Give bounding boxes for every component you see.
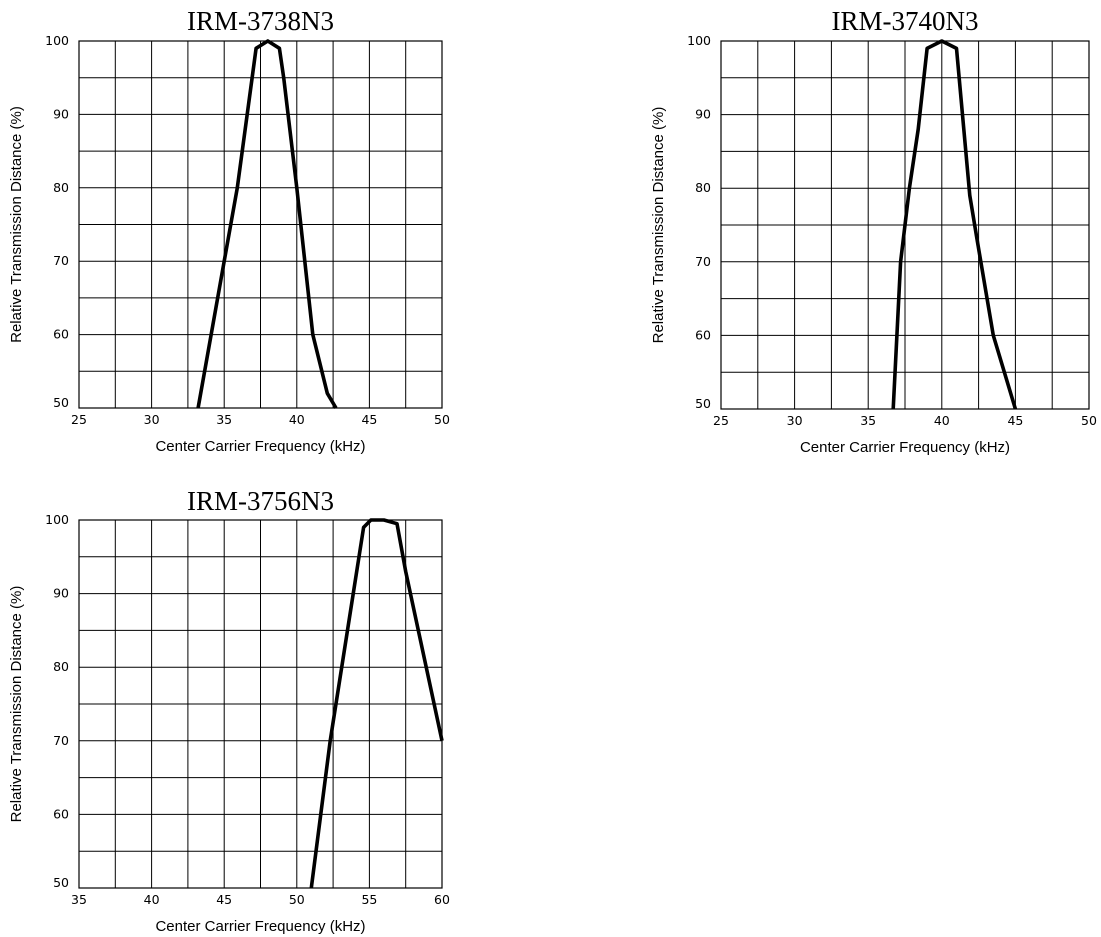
y-tick-label: 60	[53, 806, 69, 821]
plot-frame	[720, 40, 1090, 410]
x-tick-label: 30	[144, 412, 160, 427]
chart-title: IRM-3756N3	[187, 486, 334, 516]
y-tick-label: 80	[695, 180, 711, 195]
chart-title: IRM-3738N3	[187, 6, 334, 36]
y-tick-label: 50	[695, 396, 711, 411]
y-tick-label: 100	[687, 33, 711, 48]
y-tick-label: 90	[53, 106, 69, 121]
x-tick-label: 25	[71, 412, 87, 427]
y-axis-label: Relative Transmission Distance (%)	[8, 586, 25, 823]
y-tick-label: 50	[53, 875, 69, 890]
grid	[79, 520, 442, 888]
chart-title: IRM-3740N3	[832, 6, 979, 36]
y-tick-label: 70	[53, 733, 69, 748]
x-tick-label: 45	[1007, 413, 1023, 428]
y-tick-label: 70	[53, 253, 69, 268]
y-tick-label: 80	[53, 180, 69, 195]
series-line	[196, 39, 338, 409]
plot-frame	[78, 40, 443, 409]
y-tick-label: 70	[695, 254, 711, 269]
y-tick-label: 60	[695, 327, 711, 342]
x-tick-label: 55	[361, 892, 377, 907]
series-line	[309, 518, 444, 889]
y-tick-label: 100	[45, 33, 69, 48]
y-axis-label: Relative Transmission Distance (%)	[8, 106, 25, 343]
x-tick-label: 35	[216, 412, 232, 427]
x-tick-label: 35	[860, 413, 876, 428]
x-tick-label: 45	[361, 412, 377, 427]
x-tick-label: 50	[289, 892, 305, 907]
y-tick-label: 100	[45, 512, 69, 527]
y-tick-label: 80	[53, 659, 69, 674]
x-tick-label: 50	[1081, 413, 1097, 428]
x-tick-label: 40	[289, 412, 305, 427]
x-axis-label: Center Carrier Frequency (kHz)	[155, 438, 365, 455]
x-tick-label: 60	[434, 892, 450, 907]
x-tick-label: 45	[216, 892, 232, 907]
x-axis-label: Center Carrier Frequency (kHz)	[800, 439, 1010, 456]
y-tick-label: 90	[695, 107, 711, 122]
grid	[79, 41, 442, 408]
x-tick-label: 30	[787, 413, 803, 428]
chart-irm-3738n3: IRM-3738N3 25 30 35 40 45 50 50 60 70 80 90 100 Cente…	[8, 6, 450, 455]
y-tick-label: 90	[53, 586, 69, 601]
series-line	[891, 39, 1018, 410]
x-tick-label: 50	[434, 412, 450, 427]
chart-irm-3740n3: IRM-3740N3 25 30 35 40 45 50 50 60 70 80 90 100 Cente…	[650, 6, 1097, 456]
x-tick-label: 40	[144, 892, 160, 907]
chart-irm-3756n3: IRM-3756N3 35 40 45 50 55 60 50 60 70 80 90 100 Cente…	[8, 486, 450, 935]
x-tick-label: 35	[71, 892, 87, 907]
x-tick-label: 40	[934, 413, 950, 428]
x-tick-label: 25	[713, 413, 729, 428]
plot-frame	[78, 519, 443, 889]
y-axis-label: Relative Transmission Distance (%)	[650, 107, 667, 344]
x-axis-label: Center Carrier Frequency (kHz)	[155, 918, 365, 935]
y-tick-label: 50	[53, 395, 69, 410]
y-tick-label: 60	[53, 327, 69, 342]
